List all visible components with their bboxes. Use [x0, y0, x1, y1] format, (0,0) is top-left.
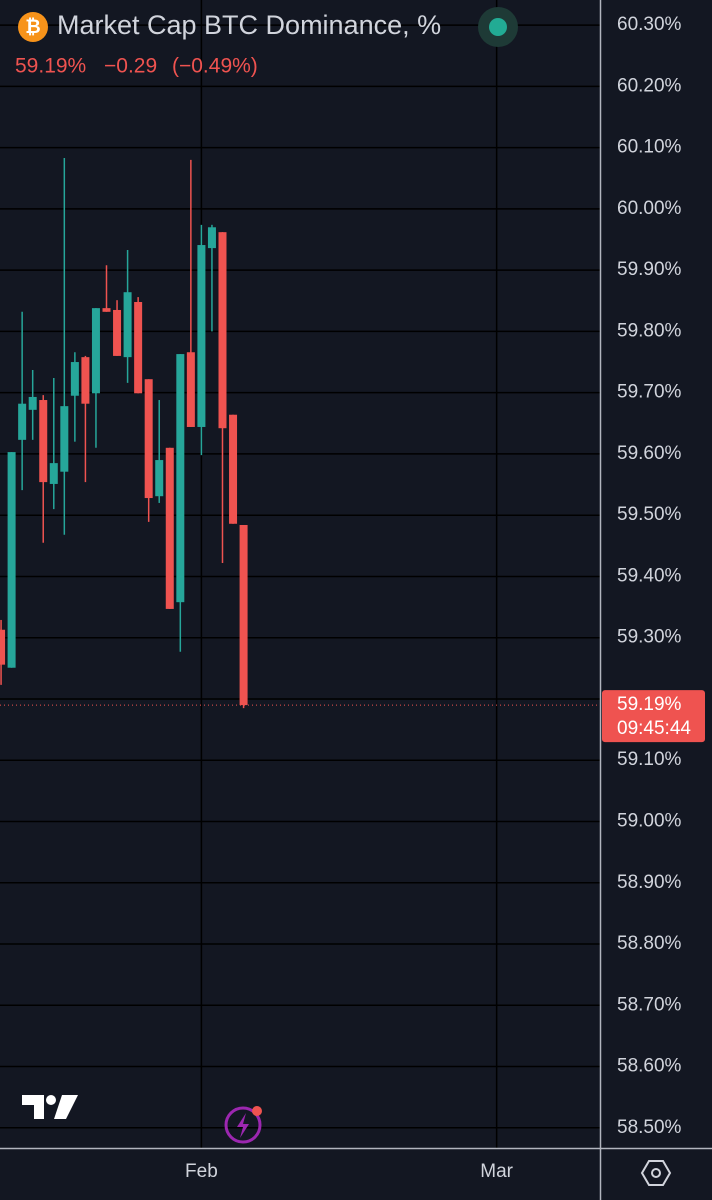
y-tick-label: 59.70%: [617, 382, 682, 403]
y-tick-label: 58.70%: [617, 994, 682, 1015]
x-tick-label: Feb: [185, 1161, 218, 1182]
candle-body: [186, 352, 195, 427]
candle-body: [102, 308, 111, 312]
y-tick-label: 60.30%: [617, 14, 682, 35]
candle-body: [49, 463, 58, 484]
candle-body: [91, 308, 100, 394]
y-tick-label: 58.60%: [617, 1056, 682, 1077]
candles: [0, 158, 600, 709]
y-tick-label: 58.50%: [617, 1117, 682, 1138]
settings-icon[interactable]: [640, 1160, 672, 1186]
candle-body: [144, 379, 153, 499]
countdown-label: 09:45:44: [617, 718, 691, 739]
y-tick-label: 59.30%: [617, 627, 682, 648]
y-tick-label: 59.60%: [617, 443, 682, 464]
y-tick-label: 59.80%: [617, 320, 682, 341]
candle-body: [123, 292, 132, 358]
candle-body: [134, 302, 143, 394]
x-tick-label: Mar: [480, 1161, 513, 1182]
last-price-tag: [602, 690, 705, 743]
candle-body: [0, 629, 6, 665]
y-tick-label: 60.00%: [617, 198, 682, 219]
candle-body: [218, 232, 227, 429]
candle-body: [155, 460, 164, 497]
tradingview-logo: [22, 1095, 78, 1119]
candle-body: [7, 452, 16, 668]
candle-body: [176, 354, 185, 603]
y-tick-label: 59.00%: [617, 811, 682, 832]
y-tick-label: 59.10%: [617, 749, 682, 770]
candle-body: [60, 406, 69, 472]
symbol-icon: ₿: [18, 12, 48, 42]
grid: [0, 0, 600, 1148]
candle-body: [81, 357, 90, 404]
candle-body: [207, 227, 216, 249]
alert-icon[interactable]: [224, 1106, 262, 1144]
y-tick-label: 59.90%: [617, 259, 682, 280]
candle-body: [239, 524, 248, 706]
price-change-percent: (−0.49%): [172, 55, 258, 78]
last-price: 59.19%: [15, 55, 86, 78]
y-tick-label: 58.90%: [617, 872, 682, 893]
y-tick-label: 60.10%: [617, 137, 682, 158]
candle-body: [197, 245, 206, 427]
axes: 58.50% 58.60% 58.70% 58.80% 58.90% 59.00% 59.1…: [185, 14, 705, 1182]
candle-body: [113, 309, 122, 356]
candle-body: [229, 414, 238, 524]
status-dot: [478, 7, 518, 47]
svg-text:₿: ₿: [25, 17, 40, 38]
candle-body: [165, 447, 174, 609]
candle-body: [39, 400, 48, 483]
candle-body: [28, 396, 37, 410]
candle-body: [70, 362, 79, 396]
y-tick-label: 59.50%: [617, 504, 682, 525]
candle-body: [18, 403, 27, 440]
y-tick-label: 58.80%: [617, 933, 682, 954]
price-change: −0.29: [104, 55, 157, 78]
y-tick-label: 60.20%: [617, 75, 682, 96]
y-tick-label: 59.40%: [617, 565, 682, 586]
last-price-tag-label: 59.19%: [617, 694, 682, 715]
chart-title: Market Cap BTC Dominance, %: [57, 10, 441, 40]
